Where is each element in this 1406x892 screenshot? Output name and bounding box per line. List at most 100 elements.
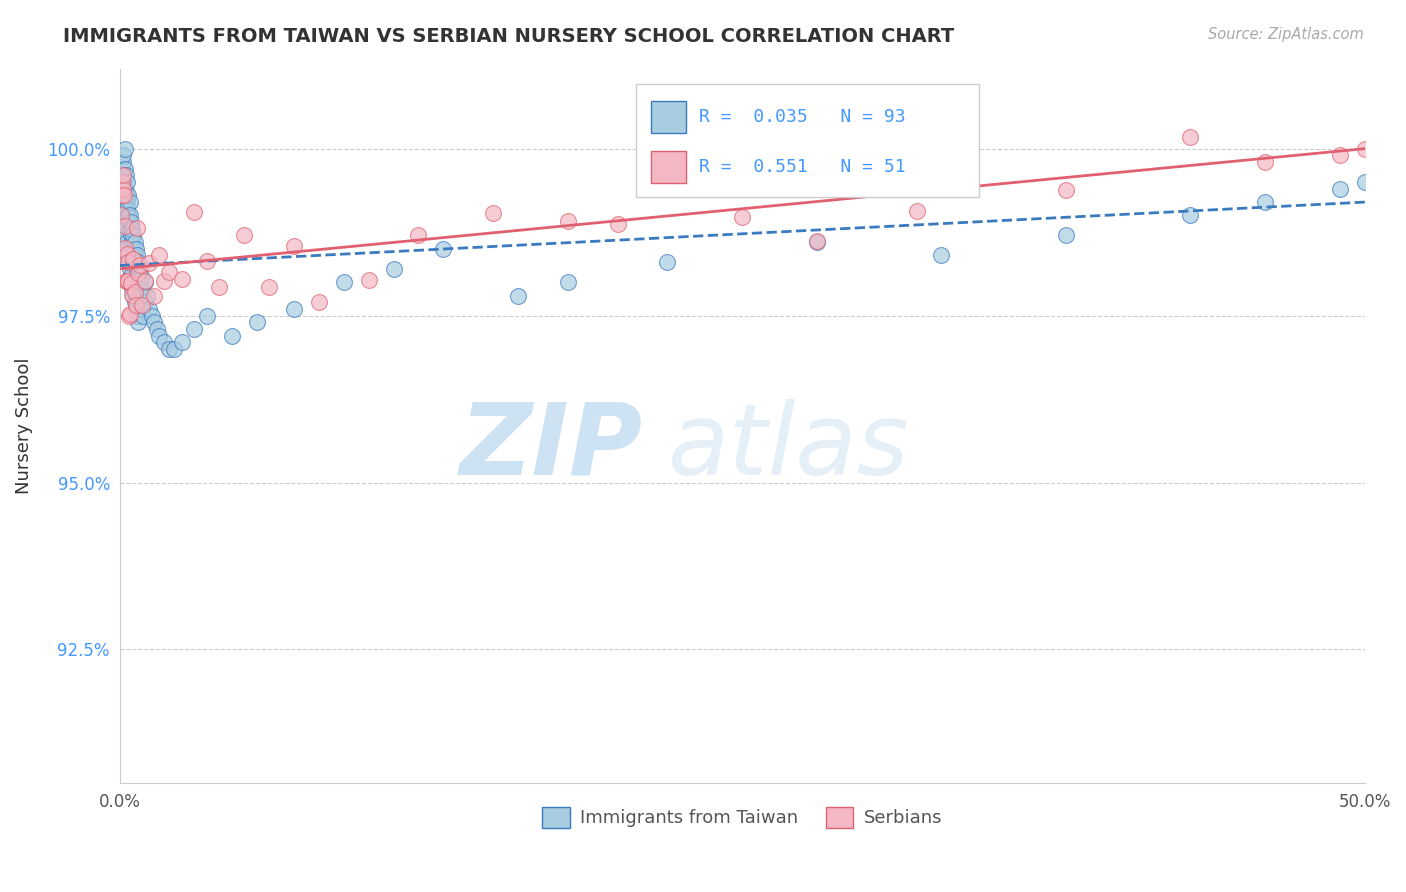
Point [111,182,134,196]
Text: R =  0.551   N = 51: R = 0.551 N = 51 [699,158,905,176]
Point [138,256,160,270]
Point [136,288,159,302]
Point [118,307,141,321]
Point [157,265,180,279]
Point [115,195,138,210]
Point [1354,142,1376,156]
Point [127,268,149,283]
Point [183,322,205,336]
Point [143,315,166,329]
Point [117,254,139,268]
Point [128,258,150,272]
Point [110,209,132,223]
Point [905,204,928,219]
Point [1329,148,1351,162]
Point [118,195,141,210]
Point [125,221,148,235]
Point [121,287,143,301]
Point [111,188,134,202]
Point [233,227,256,242]
Point [131,301,153,316]
Point [606,217,628,231]
Point [124,295,146,310]
Point [115,202,138,216]
Point [134,274,156,288]
Point [806,235,828,249]
Point [557,214,579,228]
Point [128,261,150,276]
Point [120,215,142,229]
Point [806,234,828,248]
Point [114,241,136,255]
Point [143,289,166,303]
Point [138,301,160,316]
Point [117,188,139,202]
Point [115,274,138,288]
Point [112,202,135,216]
Point [125,301,148,316]
Point [221,328,243,343]
Point [153,335,176,350]
Point [332,275,354,289]
Point [146,322,169,336]
Point [124,285,146,299]
Point [506,288,529,302]
Point [110,188,132,202]
Point [122,288,145,302]
Point [148,248,170,262]
Point [195,309,218,323]
Point [115,169,138,183]
Point [111,161,134,176]
Point [121,235,143,249]
Point [115,242,138,256]
Point [115,188,138,202]
Point [1054,183,1077,197]
Point [121,242,143,256]
Point [114,209,136,223]
Point [122,228,145,243]
Point [112,188,135,202]
Point [111,182,134,196]
Point [125,298,148,312]
Point [124,235,146,249]
Point [110,169,132,183]
Text: Source: ZipAtlas.com: Source: ZipAtlas.com [1208,27,1364,42]
Point [408,227,430,242]
Point [1354,175,1376,189]
Point [115,273,138,287]
Point [125,248,148,262]
Point [121,282,143,296]
Point [122,252,145,267]
Point [170,335,193,350]
Point [731,210,754,224]
Point [120,268,142,283]
Point [283,301,305,316]
Point [118,309,141,323]
FancyBboxPatch shape [651,101,686,133]
Point [1254,155,1277,169]
Point [111,175,134,189]
Point [120,228,142,243]
Point [482,206,505,220]
Point [195,253,218,268]
Text: IMMIGRANTS FROM TAIWAN VS SERBIAN NURSERY SCHOOL CORRELATION CHART: IMMIGRANTS FROM TAIWAN VS SERBIAN NURSER… [63,27,955,45]
Point [114,182,136,196]
FancyBboxPatch shape [637,84,979,197]
Point [1254,195,1277,210]
Point [132,309,155,323]
Point [112,195,135,210]
Point [125,242,148,256]
Point [117,209,139,223]
Point [115,246,138,260]
Point [125,261,148,276]
Point [118,215,141,229]
Point [129,282,152,296]
Point [163,342,186,356]
Point [1180,130,1202,145]
Point [121,221,143,235]
Point [118,255,141,269]
Point [134,295,156,310]
Point [112,169,135,183]
Point [114,142,136,156]
Point [120,209,142,223]
